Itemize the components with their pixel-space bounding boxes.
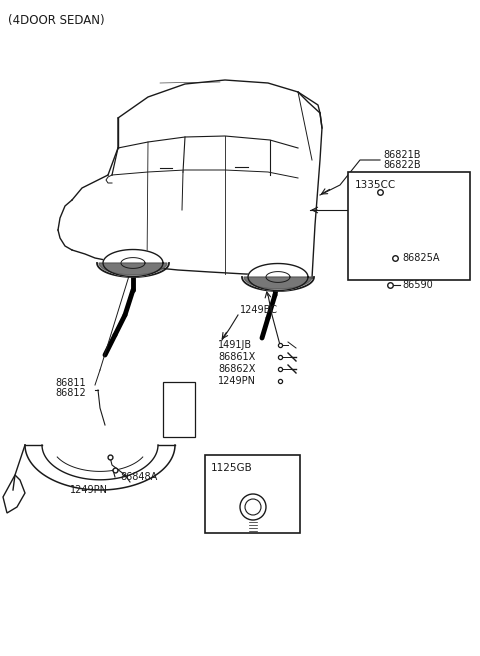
Text: (4DOOR SEDAN): (4DOOR SEDAN) <box>8 14 105 27</box>
Polygon shape <box>244 277 312 289</box>
Text: 86862X: 86862X <box>218 364 255 374</box>
Text: 1249BC: 1249BC <box>240 305 278 315</box>
Text: 1491JB: 1491JB <box>218 340 252 350</box>
Bar <box>348 172 470 280</box>
Text: 86825A: 86825A <box>402 253 440 263</box>
Text: 86811: 86811 <box>55 378 85 388</box>
Polygon shape <box>103 249 163 276</box>
Bar <box>205 455 300 533</box>
Text: 1125GB: 1125GB <box>211 463 253 473</box>
Circle shape <box>245 499 261 515</box>
Bar <box>163 382 195 437</box>
Circle shape <box>240 494 266 520</box>
Text: 1249PN: 1249PN <box>218 376 256 386</box>
Text: 1335CC: 1335CC <box>355 180 396 190</box>
Text: 86812: 86812 <box>55 388 86 398</box>
Text: 86590: 86590 <box>402 280 433 290</box>
Text: 86821B: 86821B <box>383 150 420 160</box>
Polygon shape <box>248 264 308 291</box>
Text: 86861X: 86861X <box>218 352 255 362</box>
Polygon shape <box>99 263 167 275</box>
Text: 86848A: 86848A <box>120 472 157 482</box>
Text: 1249PN: 1249PN <box>70 485 108 495</box>
Text: 86822B: 86822B <box>383 160 420 170</box>
